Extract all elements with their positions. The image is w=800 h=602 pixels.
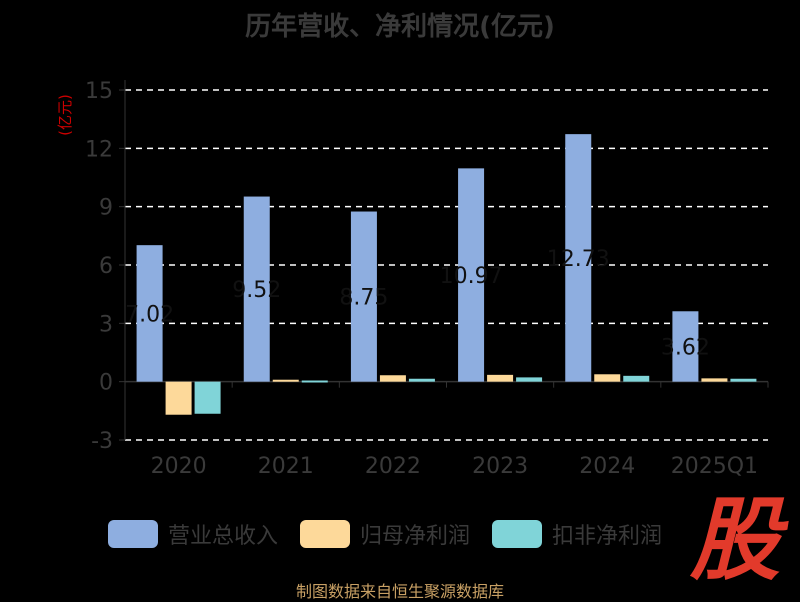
legend-item-deducted-profit[interactable]: 扣非净利润: [492, 518, 662, 550]
bar-1-2[interactable]: [379, 375, 406, 382]
footer-source: 制图数据来自恒生聚源数据库: [295, 582, 504, 601]
x-tick-label: 2021: [258, 454, 314, 479]
bar-1-3[interactable]: [487, 374, 514, 382]
bar-0-4[interactable]: [565, 134, 592, 382]
y-tick-label: 6: [99, 254, 113, 279]
bar-2-4[interactable]: [623, 375, 650, 382]
data-label: 10.97: [440, 264, 503, 289]
chart-title: 历年营收、净利情况(亿元): [245, 12, 555, 42]
legend-swatch-net-profit: [300, 520, 351, 548]
bar-2-3[interactable]: [516, 377, 543, 382]
grid-layer: [125, 89, 768, 441]
x-tick-label: 2024: [579, 454, 635, 479]
legend-item-revenue[interactable]: 营业总收入: [108, 518, 278, 550]
data-label: 12.73: [547, 247, 610, 272]
legend-swatch-revenue: [108, 520, 158, 548]
y-axis-label: (亿元): [56, 94, 74, 136]
bar-2-5[interactable]: [730, 378, 757, 382]
y-tick-label: 3: [99, 312, 113, 337]
legend-label-net-profit: 归母净利润: [360, 524, 471, 549]
bar-1-0[interactable]: [165, 381, 192, 415]
x-tick-label: 2020: [151, 454, 207, 479]
x-tick-label: 2025Q1: [671, 454, 758, 479]
bar-1-1[interactable]: [272, 379, 299, 382]
data-label: 7.02: [125, 302, 174, 327]
bar-0-1[interactable]: [243, 196, 270, 382]
legend-label-deducted-profit: 扣非净利润: [552, 524, 663, 549]
bar-0-5[interactable]: [672, 311, 699, 382]
bar-2-0[interactable]: [194, 381, 221, 414]
legend-label-revenue: 营业总收入: [168, 524, 279, 549]
bar-2-1[interactable]: [301, 380, 328, 383]
legend-swatch-deducted-profit: [492, 520, 543, 548]
x-tick-label: 2023: [472, 454, 528, 479]
x-tick-label: 2022: [365, 454, 421, 479]
y-tick-label: -3: [91, 429, 113, 454]
data-label: 8.75: [339, 286, 388, 311]
legend-item-net-profit[interactable]: 归母净利润: [300, 518, 470, 550]
bar-1-4[interactable]: [594, 374, 621, 382]
y-tick-label: 12: [85, 137, 113, 162]
bar-0-2[interactable]: [350, 211, 377, 382]
bar-0-0[interactable]: [136, 245, 163, 382]
bar-2-2[interactable]: [408, 378, 435, 382]
bar-1-5[interactable]: [701, 378, 728, 382]
bar-0-3[interactable]: [458, 168, 485, 382]
label-layer: 7.02 9.52 8.75 10.97 12.73 3.62: [125, 247, 710, 361]
brand-logo: 股: [690, 488, 780, 593]
axis-layer: -3 0 3 6 9 12 15 2020 2021 2022 2023 2024 2025Q1: [85, 79, 769, 479]
bar-layer: [136, 134, 757, 415]
y-tick-label: 0: [99, 371, 113, 396]
y-tick-label: 9: [99, 196, 113, 221]
chart-legend: 营业总收入 归母净利润 扣非净利润: [108, 518, 662, 550]
data-label: 3.62: [661, 335, 710, 360]
data-label: 9.52: [232, 278, 281, 303]
y-tick-label: 15: [85, 79, 113, 104]
